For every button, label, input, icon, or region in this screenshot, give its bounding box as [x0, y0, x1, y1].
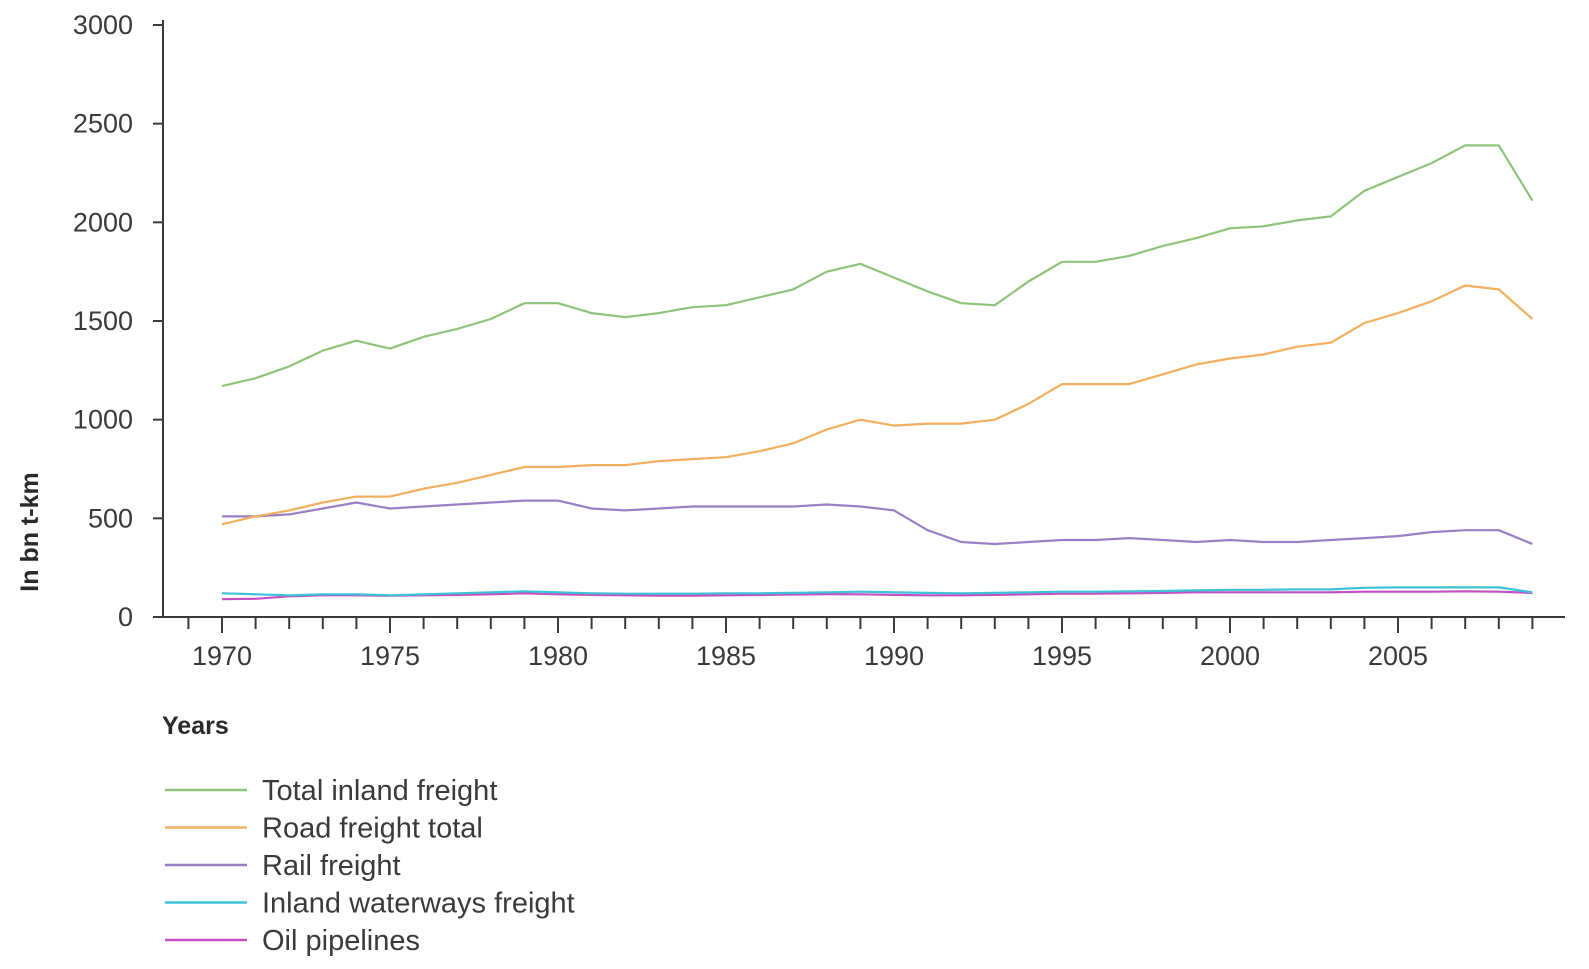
y-axis-title: In bn t-km: [16, 472, 44, 591]
x-tick-label: 1980: [528, 641, 588, 671]
series-line-rail-freight: [222, 499, 1533, 546]
x-axis-title: Years: [162, 712, 229, 740]
legend-item-rail-freight: Rail freight: [165, 850, 401, 882]
x-ticks: 1970 1975 1980 1985 1990 1995 2000 2005: [187, 617, 1534, 671]
y-tick-label: 2500: [73, 109, 133, 139]
x-tick-label: 2005: [1368, 641, 1428, 671]
y-tick-label: 1000: [73, 405, 133, 435]
legend-label: Oil pipelines: [262, 925, 420, 957]
x-tick-label: 1985: [696, 641, 756, 671]
series-line-total-inland-freight: [221, 144, 1534, 388]
legend-item-inland-waterways-freight: Inland waterways freight: [165, 888, 575, 920]
y-tick-label: 1500: [73, 306, 133, 336]
y-ticks: 0 500 1000 1500 2000 2500 3000: [73, 10, 163, 632]
legend-item-oil-pipelines: Oil pipelines: [165, 925, 420, 957]
x-tick-label: 1970: [192, 641, 252, 671]
axes: [162, 20, 1565, 618]
x-tick-label: 2000: [1200, 641, 1260, 671]
legend-label: Total inland freight: [262, 775, 497, 807]
legend-item-road-freight-total: Road freight total: [165, 813, 483, 845]
y-tick-label: 3000: [73, 10, 133, 40]
series-line-road-freight-total: [221, 284, 1534, 526]
y-tick-label: 500: [88, 503, 133, 533]
series-lines: [221, 144, 1534, 601]
series-line-inland-waterways-freight: [221, 586, 1533, 597]
y-tick-label: 2000: [73, 207, 133, 237]
legend-label: Inland waterways freight: [262, 888, 575, 920]
x-tick-label: 1990: [864, 641, 924, 671]
x-tick-label: 1975: [360, 641, 420, 671]
series-line-oil-pipelines: [221, 590, 1533, 601]
legend: Total inland freight Road freight total Ra…: [165, 775, 575, 957]
legend-label: Rail freight: [262, 850, 401, 882]
y-tick-label: 0: [118, 602, 133, 632]
x-tick-label: 1995: [1032, 641, 1092, 671]
legend-item-total-inland-freight: Total inland freight: [165, 775, 497, 807]
legend-label: Road freight total: [262, 813, 483, 845]
